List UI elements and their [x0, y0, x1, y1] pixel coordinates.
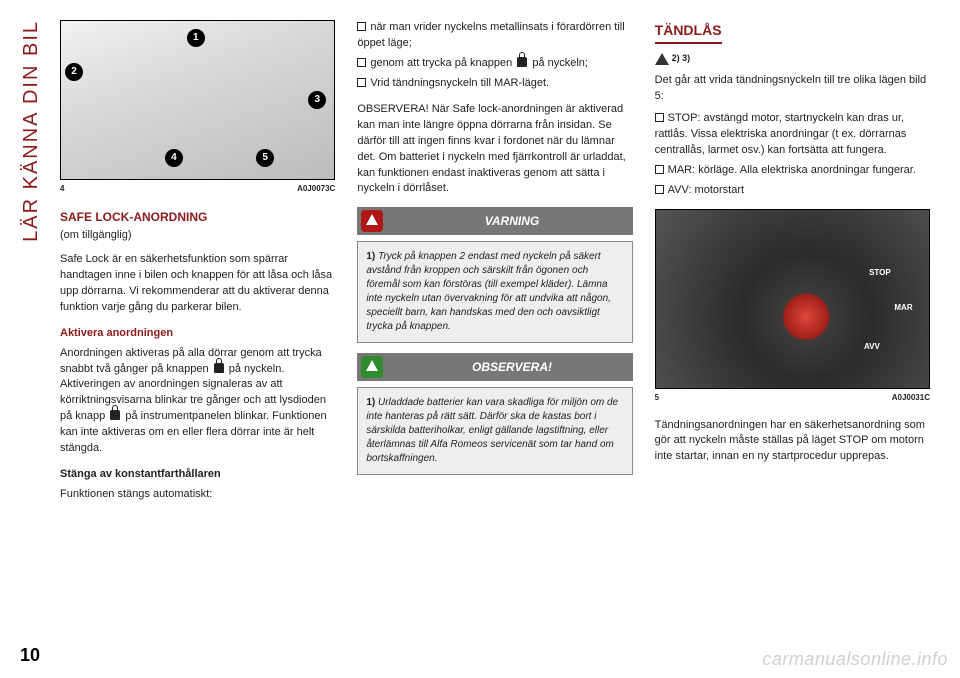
- callout-3: 3: [308, 91, 326, 109]
- square-bullet-icon: [655, 165, 664, 174]
- fig-code: A0J0031C: [892, 392, 930, 404]
- figure-key: 1 2 3 4 5: [60, 20, 335, 180]
- safelock-heading: SAFE LOCK-ANORDNING: [60, 209, 335, 226]
- tandlas-outro: Tändningsanordningen har en säkerhetsano…: [655, 418, 930, 466]
- warning-icon: [361, 210, 383, 232]
- pos-avv: AVV: motorstart: [655, 183, 930, 199]
- callout-4: 4: [165, 149, 183, 167]
- column-3: TÄNDLÅS 2) 3) Det går att vrida tändning…: [655, 20, 930, 668]
- label-mar: MAR: [894, 302, 912, 314]
- label-stop: STOP: [869, 267, 891, 279]
- square-bullet-icon: [357, 78, 366, 87]
- fig-number: 5: [655, 392, 659, 404]
- tandlas-title: TÄNDLÅS: [655, 20, 722, 44]
- square-bullet-icon: [655, 113, 664, 122]
- observera-bar: OBSERVERA!: [357, 353, 632, 381]
- bullet-1: när man vrider nyckelns metallinsats i f…: [357, 20, 632, 52]
- lock-icon: [214, 363, 224, 373]
- fig-number: 4: [60, 183, 64, 195]
- tandlas-intro: Det går att vrida tändningsnyckeln till …: [655, 73, 930, 105]
- page-number: 10: [20, 645, 40, 666]
- deactivate-heading: Stänga av konstantfarthållaren: [60, 467, 335, 483]
- page-content: 1 2 3 4 5 4 A0J0073C SAFE LOCK-ANORDNING…: [0, 0, 960, 678]
- bullet-2: genom att trycka på knappen på nyckeln;: [357, 56, 632, 72]
- observera-paragraph: OBSERVERA! När Safe lock-anordningen är …: [357, 102, 632, 198]
- callout-1: 1: [187, 29, 205, 47]
- label-avv: AVV: [864, 341, 880, 353]
- column-1: 1 2 3 4 5 4 A0J0073C SAFE LOCK-ANORDNING…: [60, 20, 335, 668]
- safelock-sub: (om tillgänglig): [60, 228, 335, 244]
- figure-caption-4: 4 A0J0073C: [60, 183, 335, 195]
- fig-code: A0J0073C: [297, 183, 335, 195]
- section-tab: LÄR KÄNNA DIN BIL: [20, 20, 43, 242]
- warning-box: 1) Tryck på knappen 2 endast med nyckeln…: [357, 241, 632, 343]
- figure-ignition: STOP MAR AVV: [655, 209, 930, 389]
- lock-icon: [517, 57, 527, 67]
- note-icon: [361, 356, 383, 378]
- safelock-body: Safe Lock är en säkerhetsfunktion som sp…: [60, 252, 335, 316]
- activate-body: Anordningen aktiveras på alla dörrar gen…: [60, 346, 335, 458]
- observera-box: 1) Urladdade batterier kan vara skadliga…: [357, 387, 632, 475]
- square-bullet-icon: [357, 58, 366, 67]
- square-bullet-icon: [357, 22, 366, 31]
- bullet-3: Vrid tändningsnyckeln till MAR-läget.: [357, 76, 632, 92]
- pos-mar: MAR: körläge. Alla elektriska anordninga…: [655, 163, 930, 179]
- triangle-icon: [655, 53, 669, 65]
- callout-2: 2: [65, 63, 83, 81]
- figure-caption-5: 5 A0J0031C: [655, 392, 930, 404]
- activate-heading: Aktivera anordningen: [60, 326, 335, 342]
- deactivate-body: Funktionen stängs automatiskt:: [60, 487, 335, 503]
- column-2: när man vrider nyckelns metallinsats i f…: [357, 20, 632, 668]
- callout-5: 5: [256, 149, 274, 167]
- ref-marker: 2) 3): [655, 52, 691, 65]
- watermark: carmanualsonline.info: [762, 649, 948, 670]
- warning-bar: VARNING: [357, 207, 632, 235]
- lock-icon: [110, 410, 120, 420]
- pos-stop: STOP: avstängd motor, startnyckeln kan d…: [655, 111, 930, 159]
- square-bullet-icon: [655, 185, 664, 194]
